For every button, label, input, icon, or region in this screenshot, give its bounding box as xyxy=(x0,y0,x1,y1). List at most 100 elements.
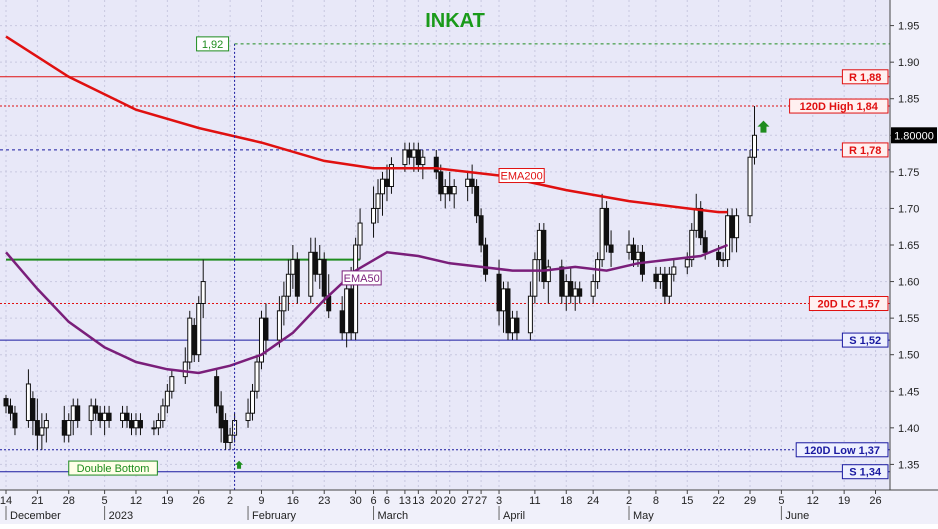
x-axis-background xyxy=(0,490,890,524)
x-tick-label: 11 xyxy=(529,495,540,507)
candle-body xyxy=(263,317,269,341)
candle-body xyxy=(214,376,220,407)
y-tick-label: 1.70 xyxy=(898,203,919,215)
candle-body xyxy=(344,288,350,334)
y-axis: 1.951.901.851.801.751.701.651.601.551.50… xyxy=(890,21,937,471)
level-label-box xyxy=(841,142,889,158)
last-price-label: 1.80000 xyxy=(894,130,934,142)
candle-body xyxy=(536,229,542,261)
candle-body xyxy=(308,251,314,297)
candle-body xyxy=(39,427,45,436)
x-tick-label: 2 xyxy=(626,495,632,507)
candle-body xyxy=(505,288,511,334)
candle-body xyxy=(200,281,206,305)
candle-body xyxy=(747,156,753,217)
candle-body xyxy=(509,317,515,334)
candle-body xyxy=(451,185,457,195)
candle-body xyxy=(12,412,18,429)
x-tick-label: 23 xyxy=(318,495,330,507)
candle-body xyxy=(483,244,489,275)
y-tick-label: 1.90 xyxy=(898,57,919,69)
x-tick-label: 24 xyxy=(587,495,599,507)
candle-body xyxy=(527,295,533,334)
x-tick-label: 13 xyxy=(399,495,411,507)
x-tick-label: 14 xyxy=(0,495,12,507)
candle-body xyxy=(447,185,453,195)
candle-body xyxy=(75,405,81,422)
x-tick-label: 26 xyxy=(869,495,881,507)
candle-body xyxy=(604,207,610,246)
month-label: May xyxy=(633,510,654,522)
candle-body xyxy=(276,310,282,341)
candle-body xyxy=(7,405,13,414)
candle-body xyxy=(693,207,699,231)
candle-body xyxy=(725,215,731,261)
candle-body xyxy=(729,215,735,239)
candle-body xyxy=(630,244,636,261)
candle-body xyxy=(442,185,448,195)
y-tick-label: 1.95 xyxy=(898,21,919,33)
x-tick-label: 13 xyxy=(412,495,424,507)
candle-body xyxy=(93,405,99,414)
y-tick-label: 1.40 xyxy=(898,423,919,435)
candle-body xyxy=(635,251,641,261)
candle-body xyxy=(626,244,632,253)
candle-body xyxy=(716,251,722,261)
candle-body xyxy=(406,149,412,158)
x-axis: 14 21 28 5 12 19 26 2 9 16 23 30 6 13 20 276 13 20 27 3 11 18… xyxy=(0,490,882,522)
candle-body xyxy=(478,215,484,246)
level-label: S 1,34 xyxy=(849,467,882,479)
grid xyxy=(0,0,890,490)
candle-body xyxy=(469,178,475,187)
candle-body xyxy=(25,383,31,422)
candle-body xyxy=(227,434,233,443)
peak-label-box xyxy=(196,36,230,52)
candle-body xyxy=(559,266,565,297)
candle-body xyxy=(182,361,188,378)
candle-body xyxy=(250,390,256,414)
month-label: December xyxy=(10,510,61,522)
candle-body xyxy=(384,178,390,187)
candle-body xyxy=(590,281,596,297)
candle-body xyxy=(568,281,574,297)
level-label-box xyxy=(841,464,889,480)
candle-body xyxy=(70,405,76,422)
x-tick-label: 6 xyxy=(370,495,376,507)
annotation-box xyxy=(341,270,382,286)
candle-body xyxy=(254,361,260,392)
y-tick-label: 1.85 xyxy=(898,94,919,106)
candle-body xyxy=(120,412,126,422)
x-tick-label: 20 xyxy=(430,495,442,507)
x-tick-label: 19 xyxy=(838,495,850,507)
x-tick-label: 12 xyxy=(807,495,819,507)
candle-body xyxy=(3,398,9,407)
candle-body xyxy=(97,412,103,422)
candle-body xyxy=(137,420,143,429)
candle-body xyxy=(290,259,296,275)
candle-body xyxy=(339,310,345,334)
candle-body xyxy=(599,207,605,261)
candle-body xyxy=(662,273,668,297)
y-tick-label: 1.55 xyxy=(898,313,919,325)
candle-body xyxy=(684,259,690,268)
x-tick-label: 3 xyxy=(496,495,502,507)
candle-body xyxy=(532,259,538,297)
series-line xyxy=(5,243,729,375)
level-label-box xyxy=(808,296,889,312)
candle-body xyxy=(223,420,229,443)
candle-body xyxy=(155,420,161,429)
candle-body xyxy=(433,156,439,173)
level-label: 20D LC 1,57 xyxy=(818,299,880,311)
candle-body xyxy=(348,288,354,334)
y-axis-background xyxy=(890,0,938,524)
candle-body xyxy=(321,259,327,297)
candle-body xyxy=(245,412,251,422)
x-tick-label: 6 xyxy=(384,495,390,507)
x-tick-label: 27 xyxy=(475,495,487,507)
month-label: March xyxy=(378,510,409,522)
annotation-label: Double Bottom xyxy=(77,463,150,475)
candle-body xyxy=(465,178,471,187)
x-tick-label: 30 xyxy=(349,495,361,507)
up-arrow-icon xyxy=(235,460,244,469)
candle-body xyxy=(281,295,287,312)
